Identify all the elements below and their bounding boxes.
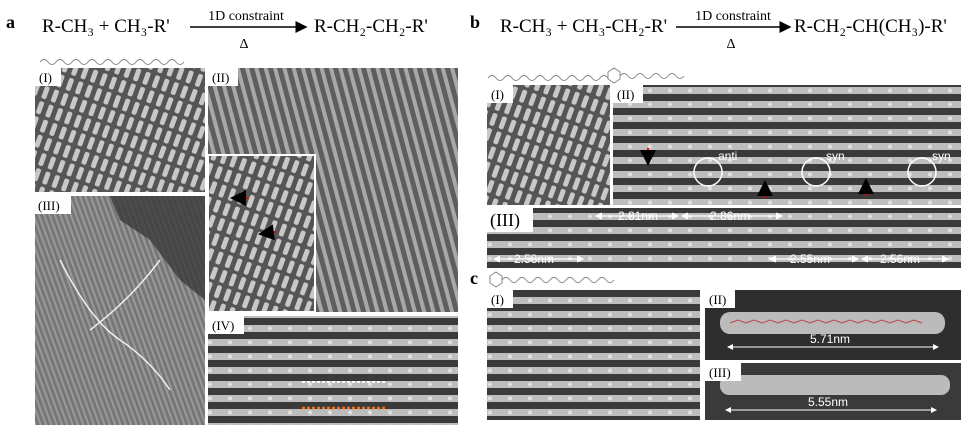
distance-label: 5.71nm xyxy=(810,332,850,346)
panel-label: b xyxy=(470,12,480,32)
stm-image xyxy=(613,85,961,205)
distance-label: 2.56nm xyxy=(880,252,920,266)
annotation: syn xyxy=(932,149,951,163)
stm-image xyxy=(487,290,700,420)
reactant: R-CH₃ + CH₃-CH₂-R' xyxy=(500,16,667,37)
image-label: (I) xyxy=(39,70,52,85)
image-label: (III) xyxy=(709,365,731,380)
chain-sketch xyxy=(40,60,184,65)
image-label: (III) xyxy=(490,210,520,231)
image-label: (II) xyxy=(212,70,229,85)
condition: 1D constraint xyxy=(695,9,771,24)
distance-label: 2.58nm xyxy=(514,252,554,266)
panel-label: a xyxy=(6,12,15,32)
product: R-CH₂-CH₂-R' xyxy=(314,16,428,37)
image-label: (II) xyxy=(709,292,726,307)
stm-image xyxy=(35,68,205,192)
distance-label: 2.86nm xyxy=(710,209,750,223)
annotation: syn xyxy=(826,149,845,163)
annotation: anti xyxy=(718,149,737,163)
image-label: (II) xyxy=(617,87,634,102)
image-label: (I) xyxy=(491,87,504,102)
heat: Δ xyxy=(239,37,248,52)
distance-label: 5.55nm xyxy=(808,395,848,409)
condition: 1D constraint xyxy=(208,9,284,24)
heat: Δ xyxy=(726,37,735,52)
panel-label: c xyxy=(470,268,478,288)
image-label: (III) xyxy=(38,198,60,213)
chain-sketch xyxy=(488,68,684,83)
figure: a R-CH₃ + CH₃-R' 1D constraint Δ R-CH₂-C… xyxy=(0,0,961,425)
image-label: (I) xyxy=(491,292,504,307)
molecule xyxy=(720,312,945,334)
chain-sketch xyxy=(490,272,614,287)
distance-label: 2.81nm xyxy=(618,209,658,223)
image-label: (IV) xyxy=(212,318,234,333)
distance-label: 2.55nm xyxy=(790,252,830,266)
product: R-CH₂-CH(CH₃)-R' xyxy=(794,16,947,37)
molecule xyxy=(720,375,950,395)
reactant: R-CH₃ + CH₃-R' xyxy=(42,16,170,37)
